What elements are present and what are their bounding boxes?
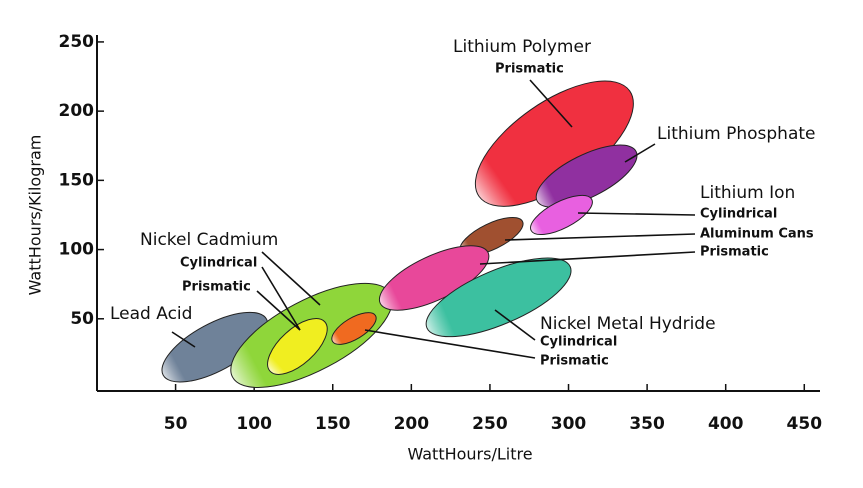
y-tick-label: 200 (59, 101, 95, 121)
series-label: Lead Acid (110, 304, 192, 324)
series-label: Nickel Metal Hydride (540, 314, 716, 334)
x-axis-label: WattHours/Litre (407, 445, 532, 464)
x-tick-label: 50 (164, 414, 188, 434)
y-tick-label: 50 (70, 309, 94, 329)
x-tick-label: 450 (787, 414, 823, 434)
leader-line (624, 143, 656, 163)
region-shade (267, 318, 328, 375)
x-tick-label: 250 (472, 414, 508, 434)
y-tick-label: 100 (59, 240, 95, 260)
region-label: Cylindrical (540, 335, 617, 350)
region-label: Prismatic (182, 280, 251, 295)
leader-line (171, 331, 196, 348)
region-label: Prismatic (540, 354, 609, 369)
y-axis-label: WattHours/Kilogram (26, 135, 45, 296)
leader-line (479, 251, 696, 265)
leader-line (577, 212, 696, 216)
region-label: Aluminum Cans (700, 227, 814, 242)
series-label: Nickel Cadmium (140, 230, 278, 250)
y-tick-label: 150 (59, 170, 95, 190)
region-shade (331, 312, 377, 345)
leader-line (261, 251, 321, 306)
x-tick-label: 400 (708, 414, 744, 434)
leader-line (261, 266, 301, 331)
region-label: Cylindrical (700, 207, 777, 222)
leader-line (529, 79, 573, 128)
x-tick-label: 350 (629, 414, 665, 434)
region-label: Cylindrical (180, 256, 257, 271)
region-shade (535, 144, 638, 208)
region-shade (530, 194, 593, 236)
y-tick-label: 250 (59, 32, 95, 52)
series-label: Lithium Phosphate (657, 124, 816, 144)
leader-line (364, 329, 536, 359)
region-label: Prismatic (495, 62, 564, 77)
region-shade (161, 311, 269, 383)
region-label: Prismatic (700, 245, 769, 260)
leader-line (256, 290, 301, 331)
x-tick-label: 200 (394, 414, 430, 434)
region-shade (425, 257, 572, 338)
leader-line (504, 233, 696, 241)
region-shade (378, 245, 490, 311)
x-tick-label: 100 (236, 414, 272, 434)
x-tick-label: 150 (315, 414, 351, 434)
leader-line (494, 309, 536, 341)
x-tick-label: 300 (551, 414, 587, 434)
series-label: Lithium Polymer (453, 37, 591, 57)
series-label: Lithium Ion (700, 183, 795, 203)
